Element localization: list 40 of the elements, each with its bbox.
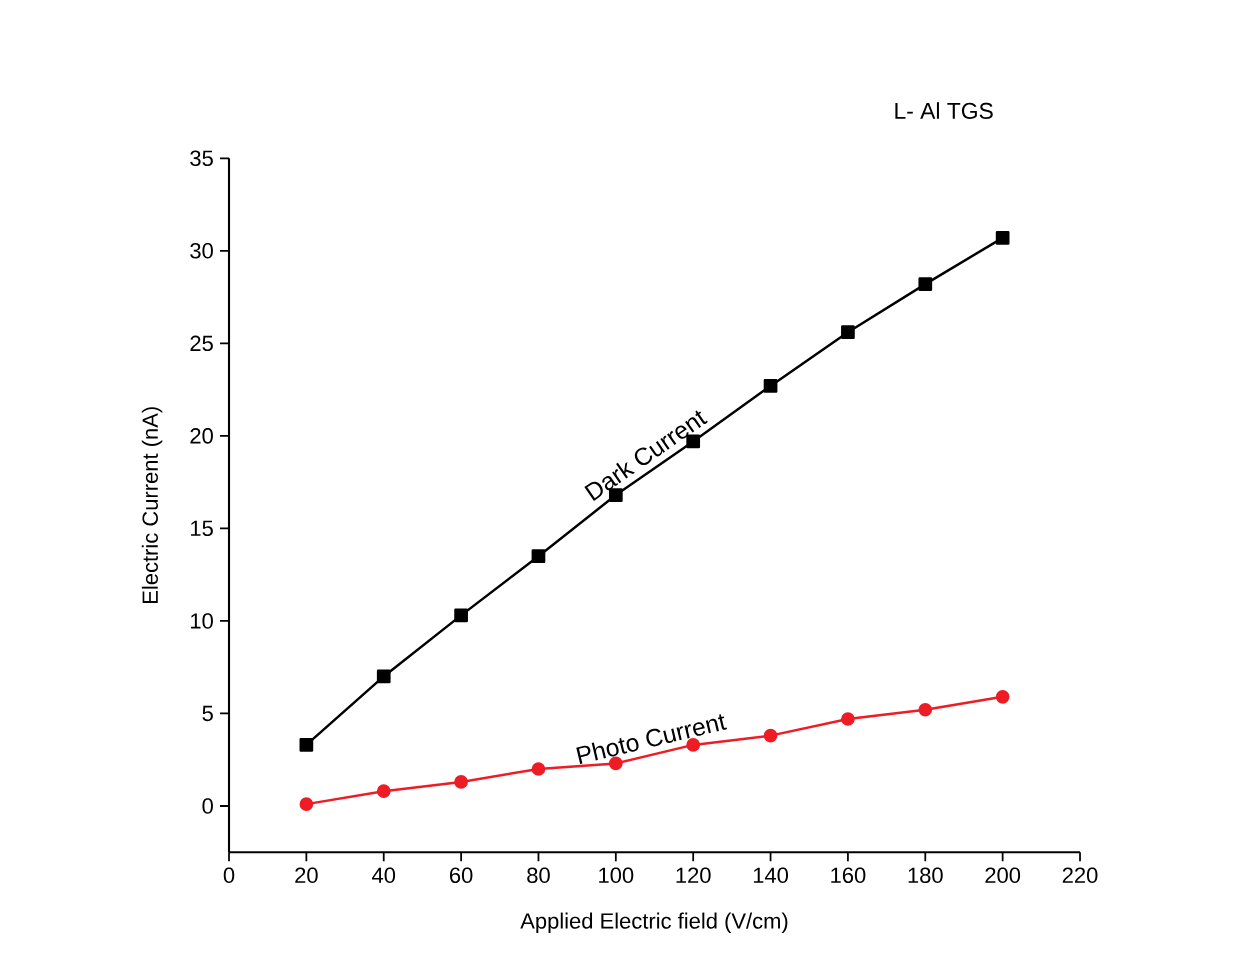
point [763, 728, 778, 743]
y-axis-title: Electric Current (nA) [141, 407, 163, 603]
y-tick-label: 5 [202, 705, 213, 722]
x-tick-label: 200 [985, 867, 1021, 884]
point [841, 712, 855, 726]
y-tick-label: 20 [190, 428, 213, 444]
point [454, 775, 468, 789]
point [841, 325, 855, 340]
x-tick-label: 0 [223, 867, 235, 884]
point [918, 277, 933, 291]
x-tick-label: 160 [831, 867, 866, 884]
x-axis-title: Applied Electric field (V/cm) [520, 912, 788, 934]
x-tick-label: 80 [527, 867, 550, 884]
x-tick-label: 140 [753, 867, 789, 884]
point [454, 608, 468, 623]
x-tick-label: 180 [908, 867, 943, 884]
point [995, 230, 1010, 245]
x-tick-label: 60 [449, 867, 473, 884]
x-tick-label: 40 [372, 867, 396, 884]
text: L- Al TGS [895, 102, 993, 119]
y-tick-label: 30 [190, 243, 213, 259]
y-tick-label: 0 [202, 798, 213, 814]
point [376, 669, 391, 684]
point [531, 762, 546, 776]
y-tick-label: 25 [190, 335, 213, 352]
y-tick-label: 35 [190, 150, 213, 167]
point [763, 379, 778, 393]
x-tick-label: 220 [1062, 867, 1098, 884]
x-tick-label: 20 [295, 867, 318, 884]
x-tick-label: 100 [599, 867, 634, 884]
point [299, 797, 314, 811]
y-tick-label: 10 [191, 613, 213, 629]
point [531, 549, 546, 564]
y-tick-label: 15 [191, 520, 213, 537]
x-tick-label: 120 [676, 867, 711, 884]
point [995, 689, 1010, 704]
point [918, 702, 933, 717]
point [376, 784, 391, 799]
point [299, 738, 314, 752]
text: Photo Current [576, 714, 727, 765]
